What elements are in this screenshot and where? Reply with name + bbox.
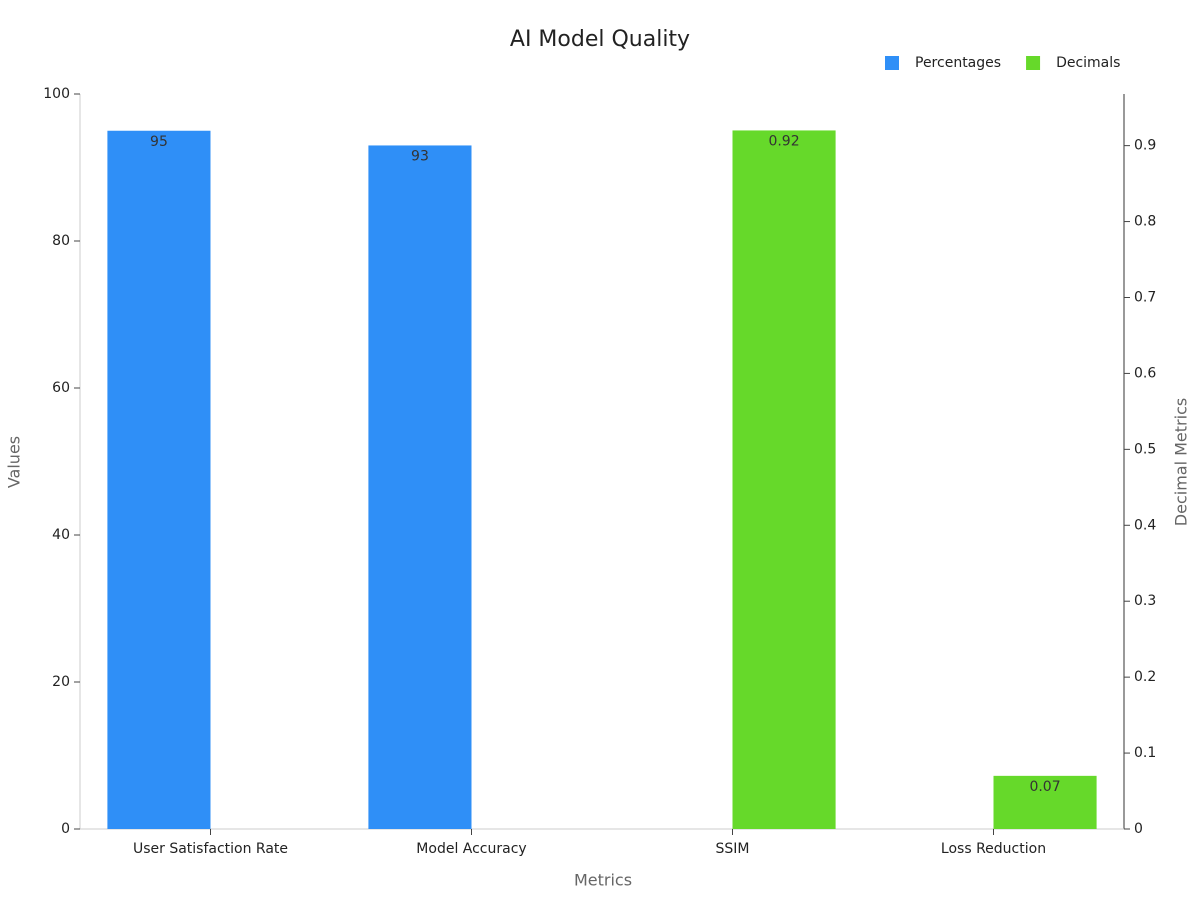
y2-tick-label: 0	[1134, 821, 1143, 837]
legend-label: Percentages	[915, 55, 1001, 71]
y2-tick-label: 0.5	[1134, 441, 1156, 457]
bar	[368, 145, 472, 829]
data-label: 0.92	[768, 133, 799, 149]
y-tick-label: 80	[52, 233, 70, 249]
x-tick-label: Loss Reduction	[941, 841, 1046, 857]
y2-tick-label: 0.2	[1134, 669, 1156, 685]
bar	[993, 775, 1097, 829]
y-tick-label: 40	[52, 527, 70, 543]
x-tick-label: Model Accuracy	[416, 841, 526, 857]
data-label: 93	[411, 148, 429, 164]
data-label: 0.07	[1029, 779, 1060, 795]
x-axis-label: Metrics	[574, 871, 632, 890]
y2-tick-label: 0.4	[1134, 517, 1156, 533]
legend-swatch	[1026, 56, 1041, 70]
x-tick-label: SSIM	[716, 841, 750, 857]
y2-tick-label: 0.7	[1134, 289, 1156, 305]
bar	[107, 130, 211, 829]
y2-tick-label: 0.8	[1134, 214, 1156, 230]
y2-tick-label: 0.9	[1134, 138, 1156, 154]
bar	[732, 130, 836, 829]
y2-tick-label: 0.1	[1134, 745, 1156, 761]
x-tick-label: User Satisfaction Rate	[133, 841, 288, 857]
chart-title: AI Model Quality	[510, 27, 690, 52]
y-tick-label: 100	[43, 86, 70, 102]
y-axis-label: Values	[5, 436, 24, 488]
y2-tick-label: 0.6	[1134, 365, 1156, 381]
data-label: 95	[150, 134, 168, 150]
legend-swatch	[885, 56, 899, 70]
y2-tick-label: 0.3	[1134, 593, 1156, 609]
y-tick-label: 60	[52, 380, 70, 396]
legend-label: Decimals	[1056, 55, 1120, 71]
y-tick-label: 20	[52, 674, 70, 690]
y2-axis-label: Decimal Metrics	[1172, 398, 1191, 526]
y-tick-label: 0	[61, 821, 70, 837]
